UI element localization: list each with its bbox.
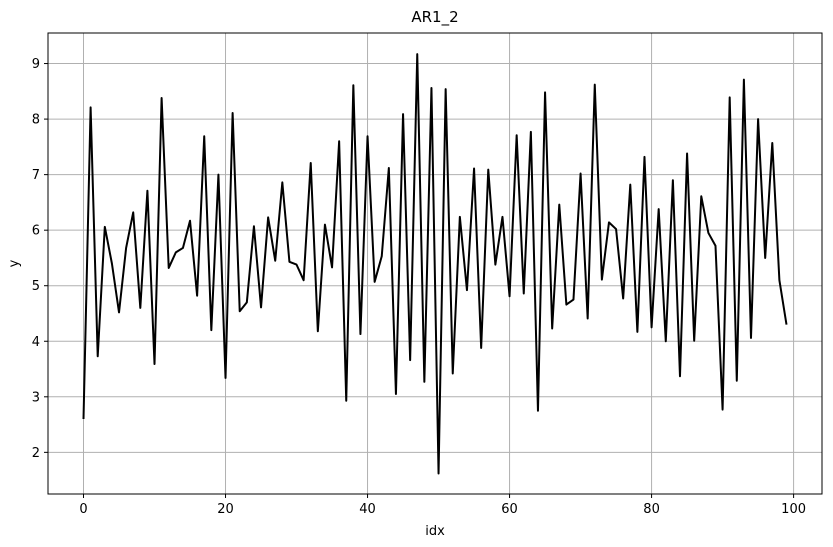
y-tick-label: 4 bbox=[32, 335, 40, 350]
x-tick-label: 20 bbox=[217, 502, 234, 517]
x-tick-label: 0 bbox=[79, 502, 87, 517]
chart-title: AR1_2 bbox=[411, 8, 458, 27]
y-tick-label: 9 bbox=[32, 57, 40, 72]
y-tick-label: 2 bbox=[32, 446, 40, 461]
y-axis-label: y bbox=[7, 259, 22, 267]
series-layer bbox=[82, 53, 788, 475]
y-tick-label: 3 bbox=[32, 390, 40, 405]
y-tick-label: 6 bbox=[32, 224, 40, 239]
y-tick-label: 8 bbox=[32, 113, 40, 128]
x-tick-label: 100 bbox=[781, 502, 806, 517]
y-tick-label: 5 bbox=[32, 279, 40, 294]
x-tick-label: 80 bbox=[643, 502, 660, 517]
x-axis-label: idx bbox=[425, 524, 445, 539]
series-line bbox=[82, 53, 788, 475]
plot-frame bbox=[47, 32, 823, 495]
x-tick-label: 40 bbox=[359, 502, 376, 517]
y-tick-label: 7 bbox=[32, 168, 40, 183]
ticks: 0 20 40 60 80 100 2 3 4 5 6 7 8 9 bbox=[32, 57, 806, 517]
x-tick-label: 60 bbox=[501, 502, 518, 517]
